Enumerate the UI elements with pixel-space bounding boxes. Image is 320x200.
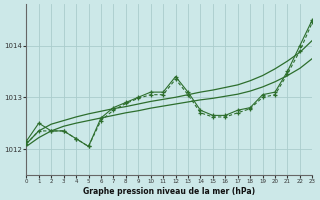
X-axis label: Graphe pression niveau de la mer (hPa): Graphe pression niveau de la mer (hPa) xyxy=(83,187,255,196)
